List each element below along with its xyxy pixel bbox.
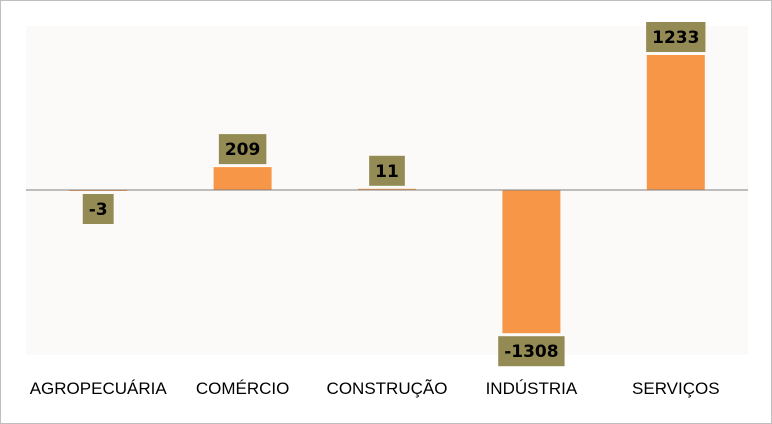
category-labels-group: AGROPECUÁRIA COMÉRCIO CONSTRUÇÃO INDÚSTRIA S… — [30, 379, 720, 398]
bars-group — [69, 55, 705, 334]
data-label-box-3 — [498, 336, 565, 367]
data-label-box-2 — [369, 155, 405, 186]
category-label-1: COMÉRCIO — [196, 379, 290, 398]
bar-2 — [358, 188, 416, 190]
bar-3 — [502, 190, 561, 334]
data-label-box-1 — [218, 134, 267, 165]
category-label-3: INDÚSTRIA — [486, 379, 578, 398]
data-label-0: -3 — [89, 200, 108, 220]
data-labels-group: -3 209 11 -1308 1233 — [82, 22, 706, 367]
data-label-3: -1308 — [504, 342, 558, 362]
category-label-2: CONSTRUÇÃO — [327, 379, 448, 398]
data-label-box-0 — [82, 194, 114, 224]
bar-1 — [213, 167, 272, 190]
data-label-box-4 — [646, 22, 706, 52]
category-label-0: AGROPECUÁRIA — [30, 379, 168, 398]
bar-4 — [646, 55, 705, 190]
data-label-1: 209 — [225, 140, 261, 160]
data-label-2: 11 — [375, 162, 399, 182]
data-label-4: 1233 — [652, 28, 699, 48]
category-label-4: SERVIÇOS — [632, 379, 720, 398]
